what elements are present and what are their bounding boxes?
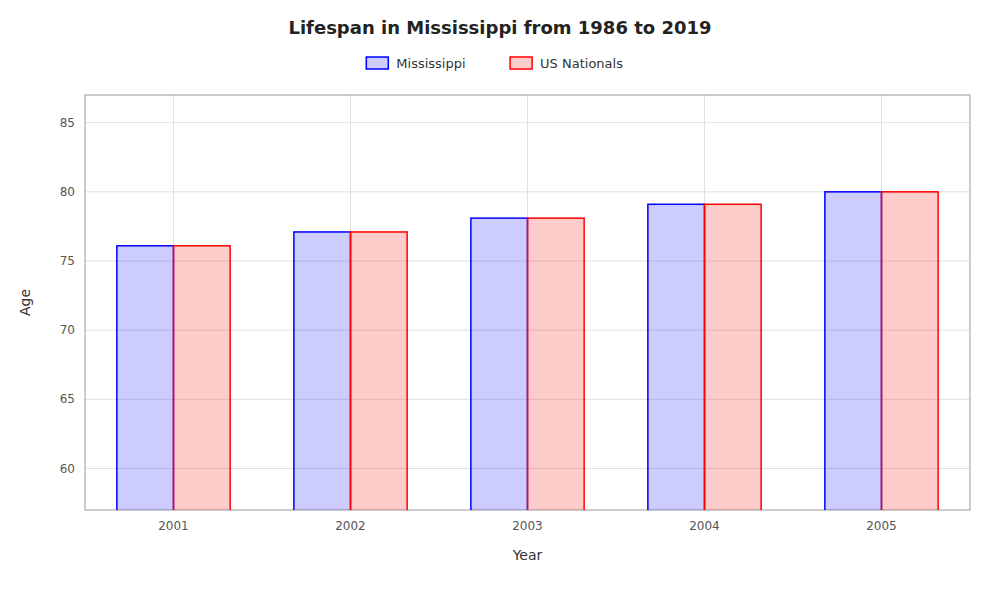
- x-tick-label: 2002: [335, 519, 366, 533]
- bar: [882, 192, 939, 510]
- bar: [294, 232, 351, 510]
- bars: [117, 192, 938, 510]
- y-tick-label: 70: [60, 323, 75, 337]
- x-tick-label: 2005: [866, 519, 897, 533]
- bar: [351, 232, 408, 510]
- y-tick-label: 75: [60, 254, 75, 268]
- bar: [471, 218, 528, 510]
- legend-swatch: [510, 57, 532, 69]
- legend-label: US Nationals: [540, 56, 623, 71]
- bar: [528, 218, 585, 510]
- x-tick-label: 2003: [512, 519, 543, 533]
- y-tick-label: 85: [60, 116, 75, 130]
- legend-swatch: [366, 57, 388, 69]
- chart: 60 65 70 75 80 85 2001 2002 2003 2004 2005 Year Age L…: [0, 0, 1000, 600]
- x-tick-label: 2001: [158, 519, 189, 533]
- title: Lifespan in Mississippi from 1986 to 201…: [288, 17, 711, 38]
- bar: [117, 246, 174, 510]
- y-tick-label: 60: [60, 462, 75, 476]
- x-axis-label: Year: [512, 547, 543, 563]
- y-tick-label: 65: [60, 392, 75, 406]
- bar: [648, 204, 705, 510]
- chart-container: 60 65 70 75 80 85 2001 2002 2003 2004 2005 Year Age L…: [0, 0, 1000, 600]
- x-tick-label: 2004: [689, 519, 720, 533]
- bar: [825, 192, 882, 510]
- bar: [705, 204, 762, 510]
- y-axis-label: Age: [17, 289, 33, 316]
- y-tick-label: 80: [60, 185, 75, 199]
- legend: Mississippi US Nationals: [366, 56, 623, 71]
- legend-label: Mississippi: [396, 56, 465, 71]
- bar: [174, 246, 231, 510]
